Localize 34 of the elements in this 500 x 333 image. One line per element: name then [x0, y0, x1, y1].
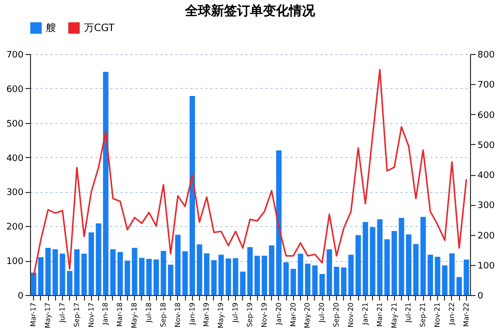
y2-tick-label: 600	[478, 110, 495, 121]
y2-tick-label: 700	[478, 80, 495, 91]
y-tick-label: 100	[6, 257, 24, 268]
y-tick-label: 200	[6, 222, 24, 233]
y2-tick-label: 0	[478, 292, 484, 302]
y2-tick-label: 100	[478, 261, 495, 272]
y-tick-label: 700	[6, 50, 24, 60]
y2-tick-label: 300	[478, 201, 495, 212]
chart-title: 全球新签订单变化情况	[184, 3, 316, 19]
bar	[60, 254, 66, 295]
bar	[348, 254, 354, 295]
y2-tick-label: 400	[478, 171, 495, 181]
bar	[146, 258, 152, 295]
y2-tick-label: 200	[478, 231, 495, 242]
line-series	[32, 68, 468, 277]
bar	[398, 218, 404, 295]
bar	[52, 249, 58, 295]
y-tick-label: 500	[6, 119, 24, 130]
bar	[96, 223, 102, 295]
bar	[247, 247, 253, 295]
bar	[442, 265, 448, 295]
bar	[298, 254, 304, 295]
bar	[45, 248, 51, 295]
bar	[449, 253, 455, 295]
bar	[434, 256, 440, 295]
y2-tick-label: 800	[478, 50, 495, 60]
legend-label: 万CGT	[84, 23, 116, 34]
bar	[196, 244, 202, 295]
legend-label: 艘	[46, 22, 56, 34]
y-tick-label: 400	[6, 154, 24, 164]
y-tick-label: 300	[6, 188, 24, 198]
y2-tick-label: 500	[478, 140, 495, 151]
y-tick-label: 0	[18, 292, 24, 302]
y-tick-label: 600	[6, 84, 24, 95]
